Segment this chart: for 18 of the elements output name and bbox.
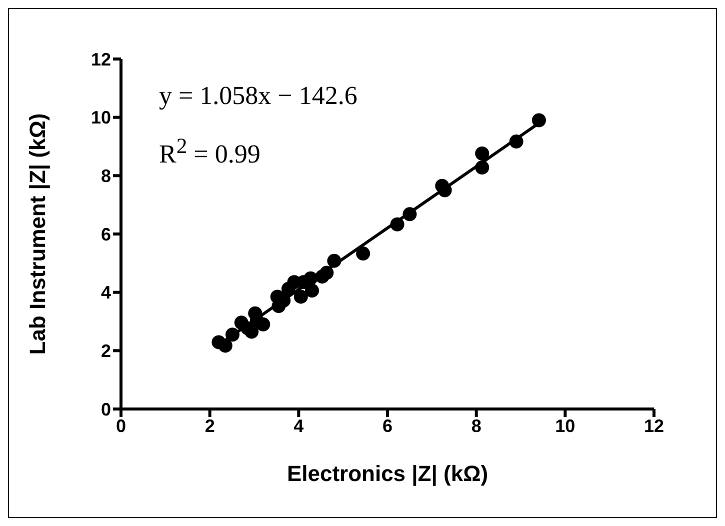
x-tick-label: 8 bbox=[471, 416, 482, 436]
y-tick-label: 6 bbox=[100, 224, 111, 244]
x-tick-label: 6 bbox=[382, 416, 393, 436]
y-axis-title: Lab Instrument |Z| (kΩ) bbox=[24, 113, 50, 355]
y-tick-label: 12 bbox=[90, 49, 111, 70]
y-tick-label: 8 bbox=[100, 166, 111, 186]
y-tick-label: 10 bbox=[90, 108, 111, 128]
annotation: y = 1.058x − 142.6 bbox=[159, 80, 358, 112]
x-tick-label: 4 bbox=[294, 416, 304, 436]
y-tick-label: 4 bbox=[100, 282, 111, 303]
y-tick-label: 2 bbox=[100, 341, 111, 362]
x-tick-label: 12 bbox=[644, 416, 664, 436]
x-tick-label: 2 bbox=[204, 416, 215, 436]
x-tick-label: 0 bbox=[116, 416, 126, 436]
x-axis-title: Electronics |Z| (kΩ) bbox=[286, 461, 488, 486]
y-tick-label: 0 bbox=[100, 399, 111, 420]
x-tick-label: 10 bbox=[555, 416, 576, 436]
annotation: R$^{2}$ = 0.99 bbox=[159, 133, 262, 171]
